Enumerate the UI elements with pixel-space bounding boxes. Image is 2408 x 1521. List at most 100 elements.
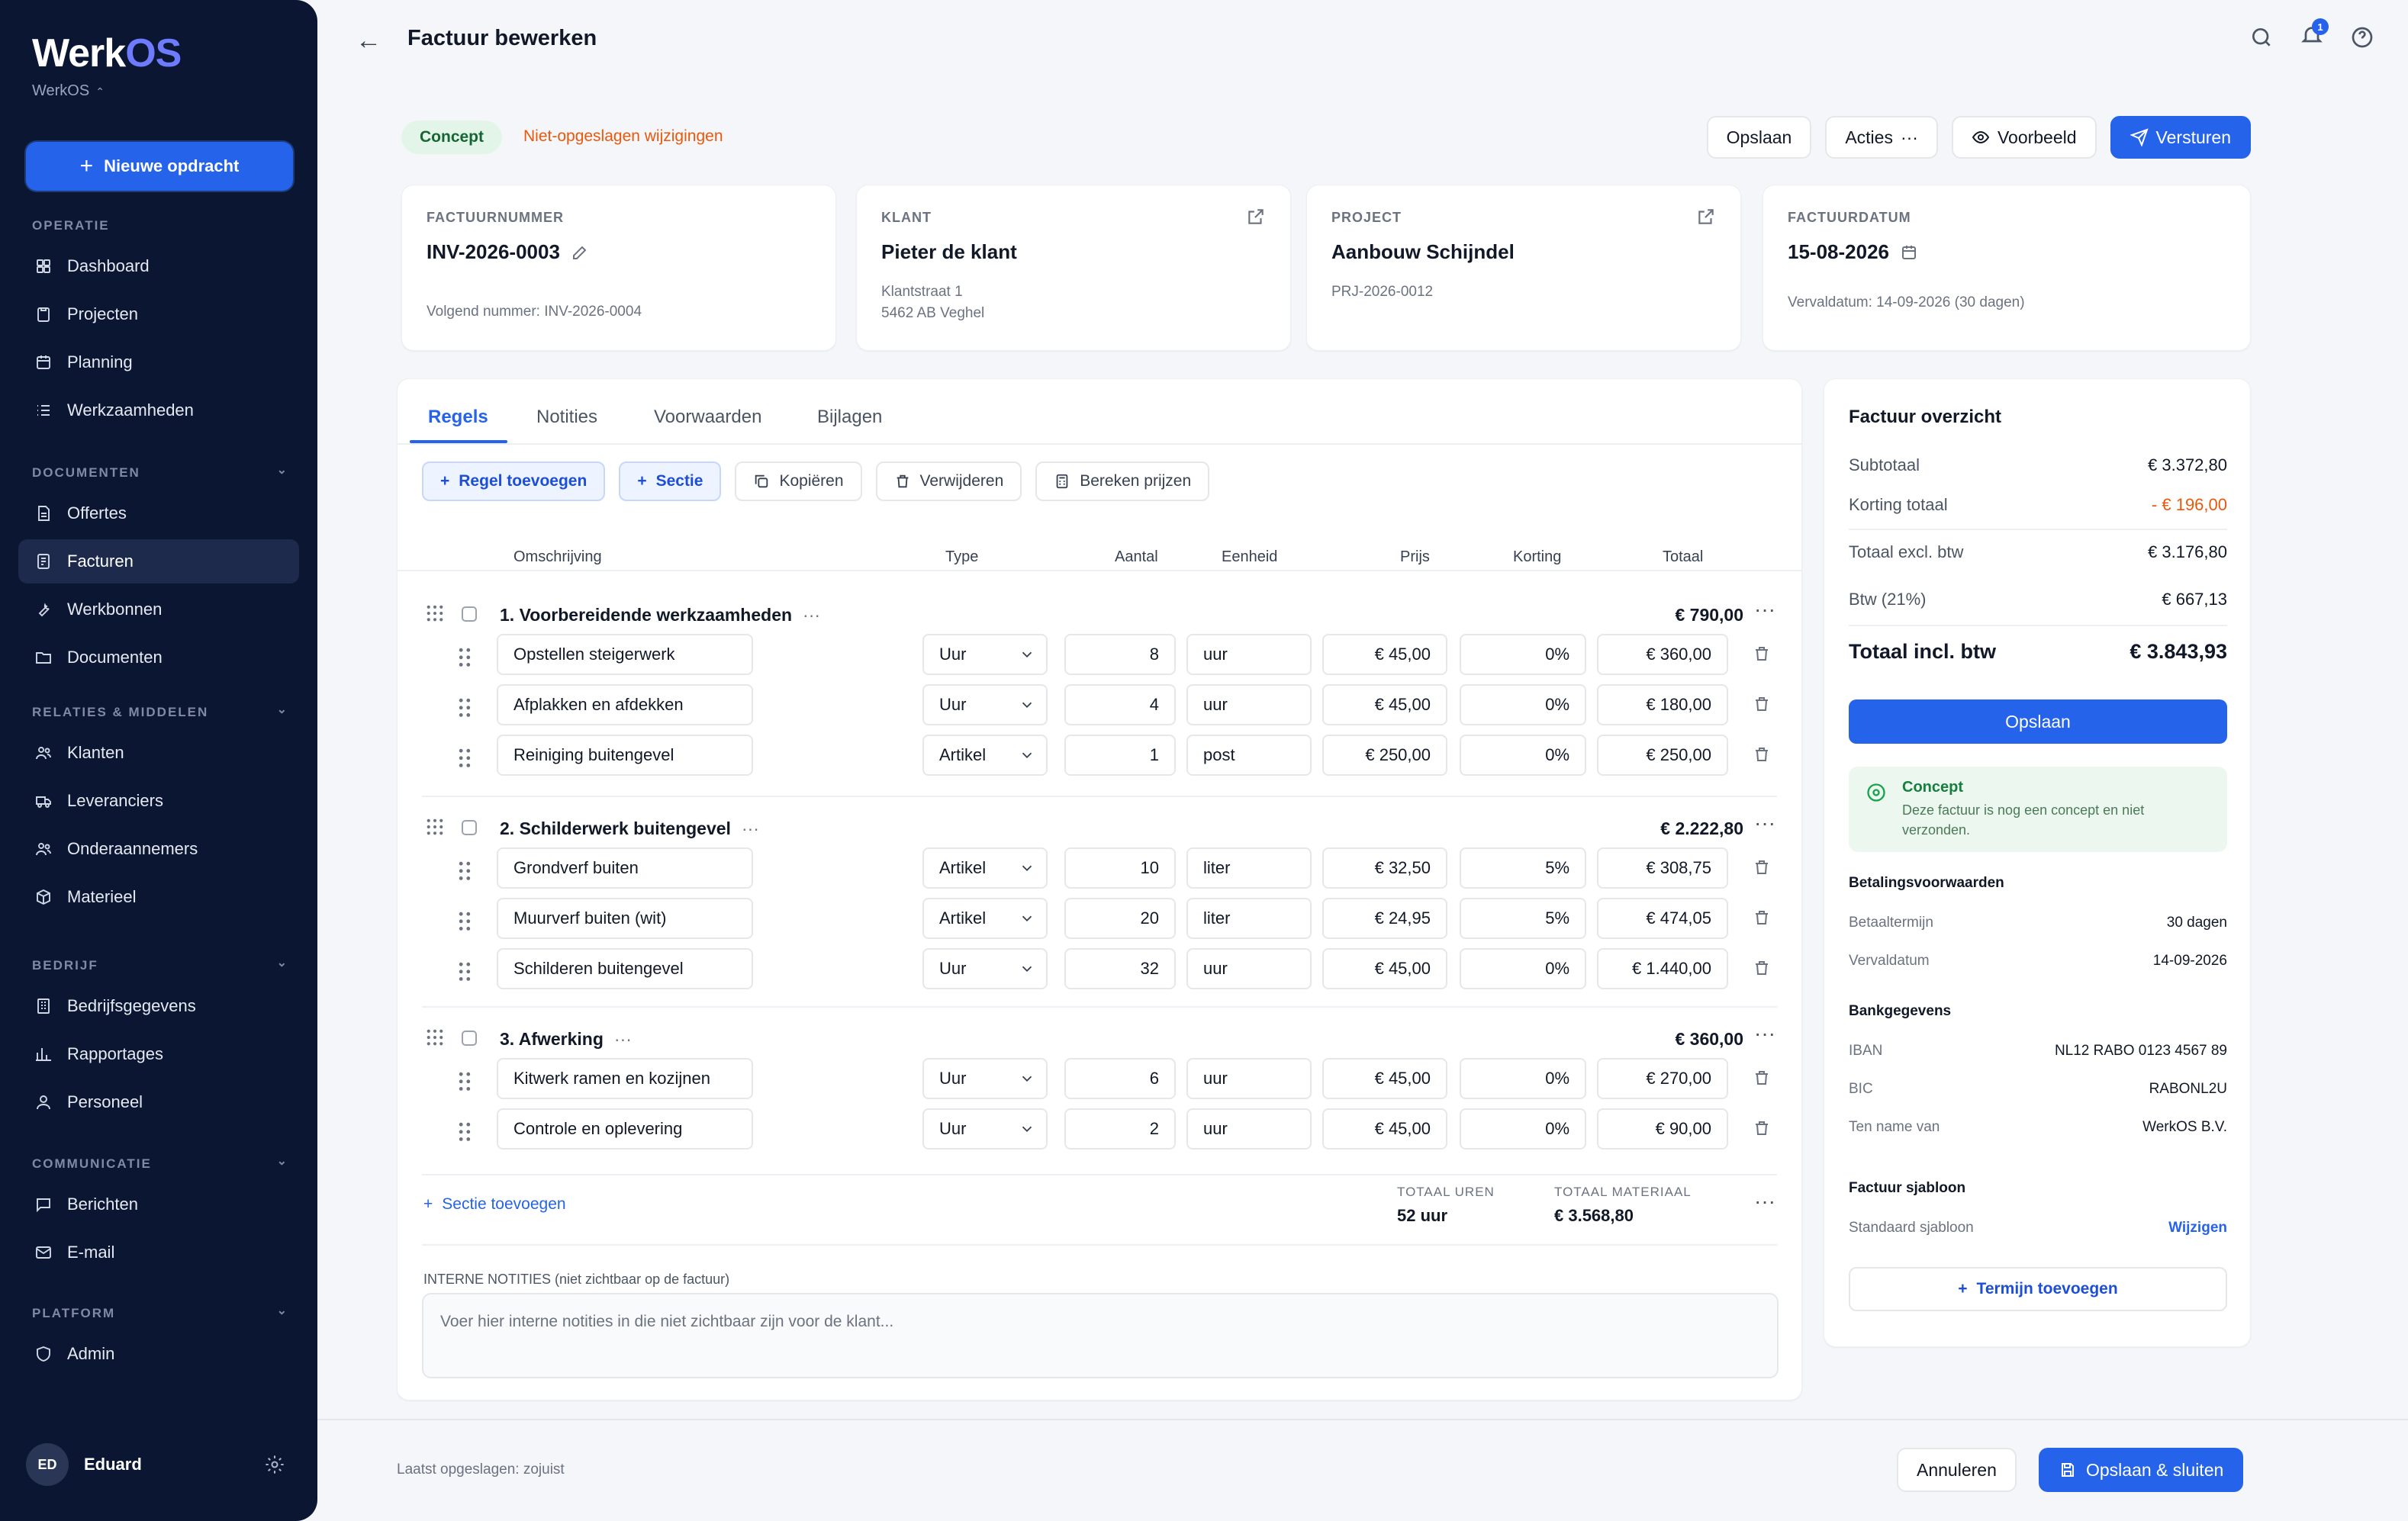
sidebar-item-klanten[interactable]: Klanten (18, 731, 299, 775)
add-line-button[interactable]: + Regel toevoegen (422, 461, 606, 501)
internal-notes-textarea[interactable]: Voer hier interne notities in die niet z… (422, 1293, 1779, 1378)
line-price-field[interactable]: € 45,00 (1322, 948, 1447, 989)
drag-handle-icon[interactable] (459, 748, 471, 767)
calendar-icon[interactable] (1900, 243, 1918, 262)
add-term-button[interactable]: + Termijn toevoegen (1849, 1267, 2227, 1311)
nav-section-title[interactable]: COMMUNICATIE ⌄ (32, 1155, 288, 1171)
search-icon[interactable] (2249, 25, 2274, 50)
external-link-icon[interactable] (1246, 207, 1266, 227)
save-button[interactable]: Opslaan (1706, 116, 1812, 159)
sidebar-item-personeel[interactable]: Personeel (18, 1080, 299, 1124)
sidebar-item-projecten[interactable]: Projecten (18, 292, 299, 336)
more-icon[interactable]: ··· (803, 605, 821, 625)
line-type-field[interactable]: Uur (922, 634, 1048, 675)
line-type-field[interactable]: Uur (922, 1058, 1048, 1099)
more-icon[interactable]: ··· (1754, 597, 1775, 621)
line-unit-field[interactable]: uur (1186, 634, 1312, 675)
logo[interactable]: WerkOS (32, 31, 182, 76)
user-menu[interactable]: ED Eduard (26, 1443, 285, 1486)
actions-menu-button[interactable]: Acties ··· (1825, 116, 1938, 159)
back-arrow-icon[interactable]: ← (356, 26, 381, 55)
line-total-field[interactable]: € 474,05 (1597, 898, 1728, 939)
line-discount-field[interactable]: 0% (1460, 684, 1586, 725)
drag-handle-icon[interactable] (459, 648, 471, 667)
more-icon[interactable]: ··· (741, 818, 759, 838)
sidebar-item-leveranciers[interactable]: Leveranciers (18, 779, 299, 823)
line-discount-field[interactable]: 0% (1460, 1058, 1586, 1099)
drag-handle-icon[interactable] (459, 1072, 471, 1091)
summary-save-button[interactable]: Opslaan (1849, 699, 2227, 744)
line-qty-field[interactable]: 8 (1064, 634, 1176, 675)
line-qty-field[interactable]: 10 (1064, 847, 1176, 889)
gear-icon[interactable] (264, 1454, 285, 1475)
section-name[interactable]: 1. Voorbereidende werkzaamheden ··· (500, 605, 821, 625)
nav-section-title[interactable]: PLATFORM ⌄ (32, 1304, 288, 1320)
notification-button[interactable]: 1 (2300, 18, 2329, 51)
trash-icon[interactable] (1753, 1119, 1771, 1137)
line-unit-field[interactable]: uur (1186, 684, 1312, 725)
tab-regels[interactable]: Regels (428, 407, 488, 427)
sidebar-item-werkbonnen[interactable]: Werkbonnen (18, 587, 299, 632)
drag-handle-icon[interactable] (459, 912, 471, 931)
sidebar-item-materieel[interactable]: Materieel (18, 875, 299, 919)
line-qty-field[interactable]: 6 (1064, 1058, 1176, 1099)
external-link-icon[interactable] (1696, 207, 1716, 227)
line-price-field[interactable]: € 45,00 (1322, 634, 1447, 675)
section-name[interactable]: 3. Afwerking ··· (500, 1029, 632, 1049)
sidebar-item-onderaannemers[interactable]: Onderaannemers (18, 827, 299, 871)
help-icon[interactable] (2350, 25, 2374, 50)
invoice-number[interactable]: INV-2026-0003 (427, 240, 589, 264)
line-unit-field[interactable]: uur (1186, 1058, 1312, 1099)
line-discount-field[interactable]: 5% (1460, 898, 1586, 939)
line-price-field[interactable]: € 32,50 (1322, 847, 1447, 889)
line-total-field[interactable]: € 180,00 (1597, 684, 1728, 725)
line-desc-field[interactable]: Afplakken en afdekken (497, 684, 753, 725)
drag-handle-icon[interactable] (427, 1029, 443, 1047)
line-total-field[interactable]: € 250,00 (1597, 735, 1728, 776)
nav-section-title[interactable]: DOCUMENTEN ⌄ (32, 464, 288, 480)
line-desc-field[interactable]: Opstellen steigerwerk (497, 634, 753, 675)
more-icon[interactable]: ··· (1754, 1021, 1775, 1045)
new-job-button[interactable]: + Nieuwe opdracht (26, 142, 293, 191)
trash-icon[interactable] (1753, 695, 1771, 713)
send-button[interactable]: Versturen (2110, 116, 2251, 159)
line-discount-field[interactable]: 0% (1460, 735, 1586, 776)
line-desc-field[interactable]: Grondverf buiten (497, 847, 753, 889)
drag-handle-icon[interactable] (459, 698, 471, 717)
cancel-button[interactable]: Annuleren (1897, 1448, 2017, 1492)
line-discount-field[interactable]: 0% (1460, 634, 1586, 675)
add-section-button[interactable]: + Sectie (619, 461, 722, 501)
line-qty-field[interactable]: 4 (1064, 684, 1176, 725)
sidebar-item-berichten[interactable]: Berichten (18, 1182, 299, 1227)
sidebar-item-planning[interactable]: Planning (18, 340, 299, 384)
sidebar-item-admin[interactable]: Admin (18, 1332, 299, 1376)
invoice-date[interactable]: 15-08-2026 (1788, 240, 1918, 264)
change-template-link[interactable]: Wijzigen (2168, 1220, 2227, 1236)
line-qty-field[interactable]: 2 (1064, 1108, 1176, 1150)
drag-handle-icon[interactable] (459, 1122, 471, 1141)
sidebar-item-rapportages[interactable]: Rapportages (18, 1032, 299, 1076)
line-price-field[interactable]: € 45,00 (1322, 1108, 1447, 1150)
line-qty-field[interactable]: 1 (1064, 735, 1176, 776)
line-price-field[interactable]: € 45,00 (1322, 1058, 1447, 1099)
drag-handle-icon[interactable] (459, 861, 471, 880)
line-total-field[interactable]: € 270,00 (1597, 1058, 1728, 1099)
line-unit-field[interactable]: liter (1186, 898, 1312, 939)
line-total-field[interactable]: € 1.440,00 (1597, 948, 1728, 989)
section-checkbox[interactable] (462, 820, 477, 835)
pencil-icon[interactable] (571, 243, 589, 262)
line-desc-field[interactable]: Muurverf buiten (wit) (497, 898, 753, 939)
tab-voorwaarden[interactable]: Voorwaarden (654, 407, 762, 427)
sidebar-item-documenten[interactable]: Documenten (18, 635, 299, 680)
line-type-field[interactable]: Artikel (922, 898, 1048, 939)
section-name[interactable]: 2. Schilderwerk buitengevel ··· (500, 818, 759, 838)
line-unit-field[interactable]: post (1186, 735, 1312, 776)
line-unit-field[interactable]: uur (1186, 1108, 1312, 1150)
trash-icon[interactable] (1753, 858, 1771, 876)
line-type-field[interactable]: Uur (922, 948, 1048, 989)
trash-icon[interactable] (1753, 745, 1771, 764)
copy-button[interactable]: Kopiëren (735, 461, 862, 501)
trash-icon[interactable] (1753, 959, 1771, 977)
line-desc-field[interactable]: Schilderen buitengevel (497, 948, 753, 989)
line-type-field[interactable]: Artikel (922, 735, 1048, 776)
